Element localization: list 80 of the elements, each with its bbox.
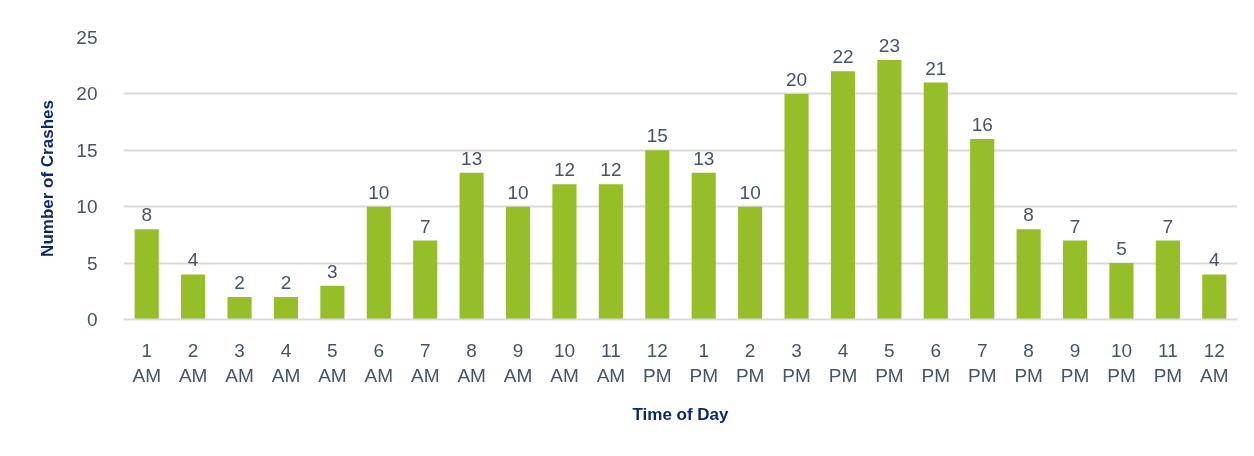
x-tick-label: 6 PM	[921, 339, 951, 386]
data-label: 7	[1069, 215, 1081, 237]
y-axis-title: Number of Crashes	[38, 100, 58, 257]
x-tick-label: 7 AM	[410, 339, 440, 386]
x-tick-label: 9 AM	[503, 339, 533, 386]
x-tick-label: 12 AM	[1200, 339, 1229, 386]
bar	[552, 184, 577, 320]
x-tick-label: 4 PM	[828, 339, 858, 386]
bar	[970, 139, 995, 320]
x-axis-title: Time of Day	[632, 404, 730, 424]
x-tick-label: 2 PM	[735, 339, 765, 386]
bar	[134, 229, 159, 320]
bar	[181, 274, 206, 320]
bar	[413, 240, 438, 320]
y-tick-label: 20	[76, 83, 98, 105]
bar	[1016, 229, 1041, 320]
x-tick-label: 2 AM	[178, 339, 208, 386]
bar	[459, 172, 484, 320]
data-label: 2	[234, 271, 245, 293]
data-label: 8	[141, 204, 152, 226]
data-label: 4	[1209, 249, 1221, 271]
bar	[830, 71, 856, 320]
bar	[923, 82, 948, 320]
data-label: 7	[419, 215, 431, 237]
x-tick-label: 11 AM	[596, 339, 626, 386]
data-label: 22	[832, 46, 854, 68]
bar	[1202, 274, 1227, 320]
x-tick-label: 3 PM	[782, 339, 811, 386]
data-label: 5	[1116, 238, 1127, 260]
bar	[691, 172, 716, 320]
data-label: 12	[600, 159, 622, 181]
bar	[1109, 263, 1134, 320]
data-label: 16	[971, 114, 993, 136]
data-label: 10	[368, 181, 390, 203]
bar	[877, 60, 902, 320]
bar	[738, 206, 763, 320]
y-tick-label: 25	[76, 27, 98, 48]
data-label: 10	[739, 181, 761, 203]
data-label: 8	[1023, 204, 1034, 226]
bar	[273, 296, 299, 320]
data-label: 4	[187, 249, 199, 271]
x-tick-label: 12 PM	[643, 339, 672, 386]
y-tick-label: 10	[76, 196, 98, 218]
data-label: 20	[785, 68, 808, 90]
data-label: 23	[878, 35, 900, 57]
x-tick-label: 8 PM	[1014, 339, 1043, 386]
bar	[598, 184, 623, 320]
bar	[1062, 240, 1088, 320]
x-tick-label: 5 PM	[875, 339, 904, 386]
data-label: 13	[693, 147, 715, 169]
data-label: 21	[925, 57, 947, 79]
x-tick-label: 10 AM	[550, 339, 579, 386]
x-tick-label: 8 AM	[457, 339, 486, 386]
data-label: 15	[646, 125, 668, 147]
x-tick-label: 4 AM	[271, 339, 301, 386]
data-label: 12	[553, 159, 576, 181]
data-label: 13	[461, 147, 483, 169]
x-tick-label: 11 PM	[1153, 339, 1183, 386]
x-tick-label: 3 AM	[225, 339, 254, 386]
bar	[645, 150, 670, 320]
bar	[320, 285, 345, 320]
x-tick-label: 1 PM	[689, 339, 718, 386]
data-label: 7	[1162, 215, 1174, 237]
y-tick-label: 0	[86, 309, 98, 330]
bar	[227, 296, 252, 320]
bar	[784, 93, 809, 320]
x-tick-label: 9 PM	[1060, 339, 1090, 386]
x-tick-label: 5 AM	[318, 339, 347, 386]
x-tick-label: 7 PM	[967, 339, 997, 386]
x-tick-label: 6 AM	[364, 339, 394, 386]
y-tick-label: 15	[76, 139, 98, 161]
bar	[505, 206, 531, 320]
data-label: 3	[327, 260, 338, 282]
x-tick-label: 10 PM	[1107, 339, 1136, 386]
data-label: 10	[507, 181, 529, 203]
x-tick-label: 1 AM	[132, 339, 161, 386]
y-tick-label: 5	[86, 252, 98, 274]
data-label: 2	[280, 271, 292, 293]
bar	[366, 206, 391, 320]
bar	[1155, 240, 1180, 320]
